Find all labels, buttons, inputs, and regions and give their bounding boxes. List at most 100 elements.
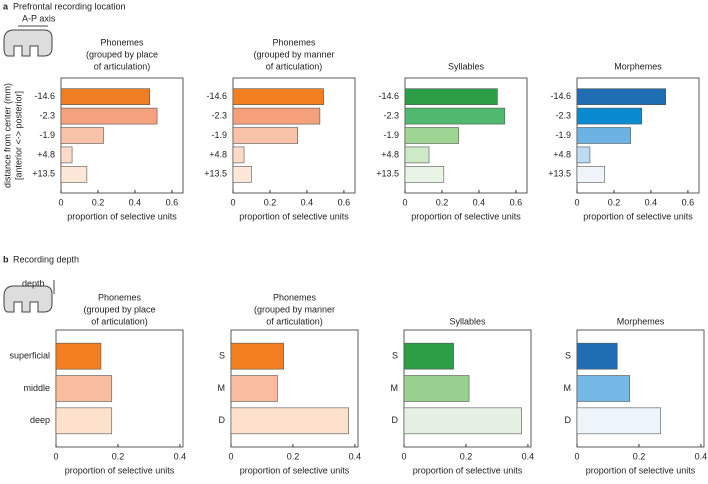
y-tick-label: -1.9	[39, 130, 55, 140]
bar	[230, 342, 284, 370]
bar	[576, 127, 631, 144]
y-tick-label: +13.5	[32, 169, 55, 179]
y-tick-label: +13.5	[548, 169, 571, 179]
chart-title: Phonemes	[100, 37, 144, 47]
x-tick-label: 0.4	[129, 197, 142, 207]
x-tick-label: 0.4	[695, 451, 708, 461]
chart-title: (grouped by place	[83, 304, 155, 314]
y-tick-label: -14.6	[378, 91, 399, 101]
x-tick-label: 0	[574, 197, 579, 207]
bar	[232, 127, 298, 144]
brain-icon	[3, 29, 53, 57]
x-axis-label: proportion of selective units	[67, 211, 177, 221]
x-tick-label: 0	[228, 451, 233, 461]
chart-title: of articulation)	[266, 61, 323, 71]
x-tick-label: 0.6	[166, 197, 179, 207]
x-tick-label: 0.2	[92, 197, 105, 207]
x-tick-label: 0.2	[633, 451, 646, 461]
bar	[60, 166, 88, 183]
chart-title: (grouped by manner	[253, 49, 334, 59]
chart-title: of articulation)	[266, 316, 323, 326]
y-tick-label: -2.3	[211, 110, 227, 120]
chart-title: Syllables	[448, 61, 485, 71]
bar	[55, 375, 113, 402]
chart-title: (grouped by manner	[254, 304, 335, 314]
bar	[55, 342, 102, 370]
chart-title: Phonemes	[273, 292, 317, 302]
chart-title: Syllables	[449, 316, 486, 326]
y-tick-label: M	[218, 383, 226, 393]
bar	[230, 375, 278, 402]
x-tick-label: 0.2	[608, 197, 621, 207]
bar	[232, 166, 252, 183]
bar	[404, 146, 430, 164]
y-axis-label: [anterior <-> posterior]	[13, 91, 23, 180]
y-axis-label: distance from center (mm)	[2, 83, 12, 188]
x-tick-label: 0.4	[522, 451, 535, 461]
icon-label: A-P axis	[22, 13, 56, 23]
bar	[403, 342, 454, 370]
panel-title: Prefrontal recording location	[13, 1, 126, 11]
bar	[403, 407, 523, 435]
x-axis-label: proportion of selective units	[411, 211, 521, 221]
y-tick-label: -14.6	[206, 91, 227, 101]
bar	[404, 166, 445, 183]
y-tick-label: +4.8	[209, 149, 227, 159]
x-tick-label: 0	[402, 197, 407, 207]
bar	[60, 88, 151, 105]
x-tick-label: 0.2	[264, 197, 277, 207]
y-tick-label: S	[392, 351, 398, 361]
y-tick-label: deep	[30, 415, 50, 425]
y-tick-label: middle	[23, 383, 50, 393]
bar	[404, 88, 498, 105]
bar	[60, 127, 104, 144]
x-axis-label: proportion of selective units	[239, 211, 349, 221]
x-tick-label: 0.6	[338, 197, 351, 207]
bar	[230, 407, 350, 435]
y-tick-label: M	[391, 383, 399, 393]
x-tick-label: 0.2	[287, 451, 300, 461]
chart-title: (grouped by place	[86, 49, 158, 59]
x-axis-label: proportion of selective units	[65, 465, 175, 475]
bar	[576, 407, 661, 435]
y-tick-label: D	[392, 415, 399, 425]
chart-title: Phonemes	[272, 37, 316, 47]
chart-title: Morphemes	[614, 61, 662, 71]
panel-letter: a	[3, 1, 9, 11]
bar	[576, 166, 606, 183]
y-tick-label: -1.9	[555, 130, 571, 140]
panel-letter: b	[3, 254, 9, 264]
y-tick-label: +13.5	[376, 169, 399, 179]
y-tick-label: -14.6	[550, 91, 571, 101]
y-tick-label: +4.8	[553, 149, 571, 159]
y-tick-label: M	[564, 383, 572, 393]
x-tick-label: 0.4	[301, 197, 314, 207]
x-tick-label: 0	[230, 197, 235, 207]
y-tick-label: D	[565, 415, 572, 425]
chart-title: Morphemes	[617, 316, 665, 326]
y-tick-label: -2.3	[383, 110, 399, 120]
chart-title: Phonemes	[98, 292, 142, 302]
y-tick-label: -1.9	[211, 130, 227, 140]
x-tick-label: 0.6	[510, 197, 523, 207]
y-tick-label: S	[219, 351, 225, 361]
bar	[55, 407, 113, 435]
bar	[60, 107, 158, 125]
x-tick-label: 0	[574, 451, 579, 461]
x-axis-label: proportion of selective units	[586, 465, 696, 475]
x-tick-label: 0.4	[473, 197, 486, 207]
panel-title: Recording depth	[13, 254, 79, 264]
bar	[403, 375, 470, 402]
x-tick-label: 0.4	[174, 451, 187, 461]
bar	[576, 146, 591, 164]
icon-label: depth	[22, 278, 45, 288]
y-tick-label: -2.3	[555, 110, 571, 120]
bar	[232, 88, 324, 105]
y-tick-label: +13.5	[204, 169, 227, 179]
x-axis-label: proportion of selective units	[583, 211, 693, 221]
x-tick-label: 0.6	[682, 197, 695, 207]
bar	[404, 127, 459, 144]
y-tick-label: +4.8	[381, 149, 399, 159]
x-tick-label: 0.2	[436, 197, 449, 207]
